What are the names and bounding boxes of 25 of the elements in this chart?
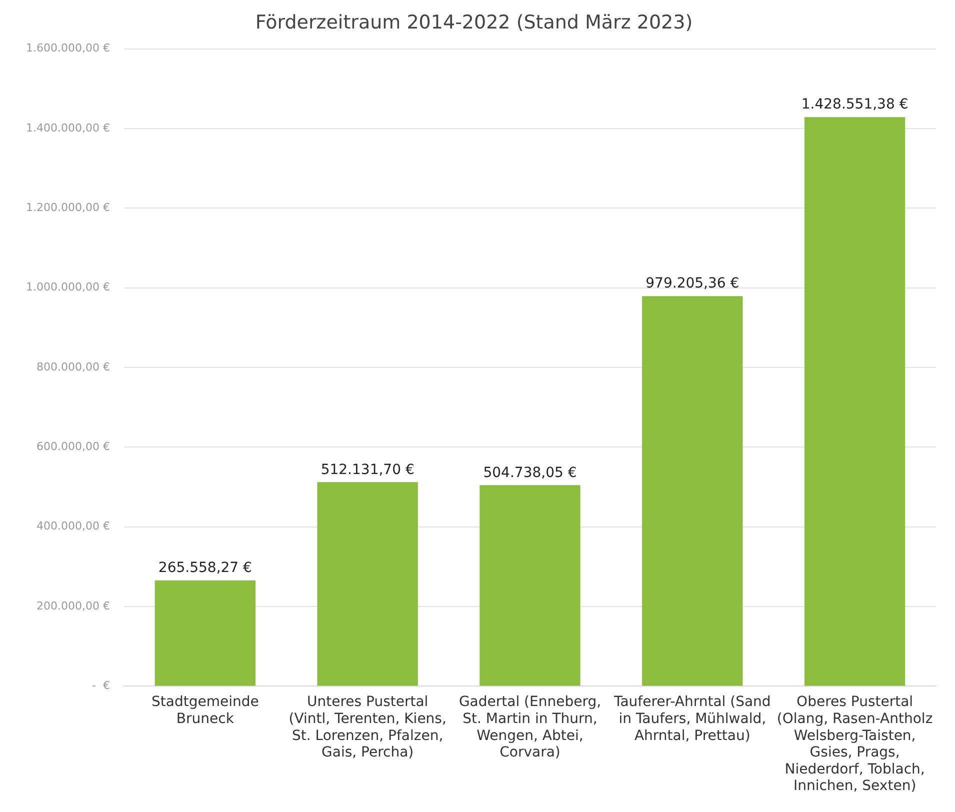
y-tick-label: 600.000,00 € bbox=[36, 440, 110, 454]
x-tick-label: Oberes Pustertal (Olang, Rasen-Antholz Welsberg-Taisten, Gsies, Prags, Niederdorf, Toblach, Innichen, Sexten) bbox=[776, 694, 933, 794]
data-label: 504.738,05 € bbox=[483, 464, 577, 481]
chart-title: Förderzeitraum 2014-2022 (Stand März 2023) bbox=[255, 11, 693, 34]
y-tick-label: 1.200.000,00 € bbox=[26, 201, 110, 214]
bar bbox=[480, 485, 580, 686]
bar bbox=[804, 117, 906, 686]
data-label: 512.131,70 € bbox=[320, 462, 414, 478]
y-tick-label: 200.000,00 € bbox=[36, 599, 110, 612]
bar bbox=[642, 296, 743, 686]
x-tick-label: Stadtgemeinde Bruneck bbox=[151, 694, 259, 728]
y-tick-label: 400.000,00 € bbox=[36, 520, 110, 533]
y-tick-label: 800.000,00 € bbox=[36, 360, 110, 374]
data-label: 979.205,36 € bbox=[646, 276, 740, 292]
x-tick-label: Tauferer-Ahrntal (Sand in Taufers, Mühlwald, Ahrntal, Prettau) bbox=[612, 694, 771, 744]
data-label: 1.428.551,38 € bbox=[801, 96, 908, 113]
y-tick-label: 1.600.000,00 € bbox=[26, 42, 110, 55]
data-label: 265.558,27 € bbox=[158, 560, 252, 576]
y-tick-label: - € bbox=[92, 679, 110, 692]
x-tick-label: Gadertal (Enneberg, St. Martin in Thurn, Wengen, Abtei, Corvara) bbox=[458, 694, 602, 761]
y-tick-label: 1.000.000,00 € bbox=[26, 280, 110, 294]
bar bbox=[317, 482, 418, 686]
y-tick-label: 1.400.000,00 € bbox=[26, 121, 110, 134]
x-tick-label: Unteres Pustertal (Vintl, Terenten, Kiens, St. Lorenzen, Pfalzen, Gais, Percha) bbox=[288, 694, 446, 761]
bar bbox=[154, 580, 256, 686]
